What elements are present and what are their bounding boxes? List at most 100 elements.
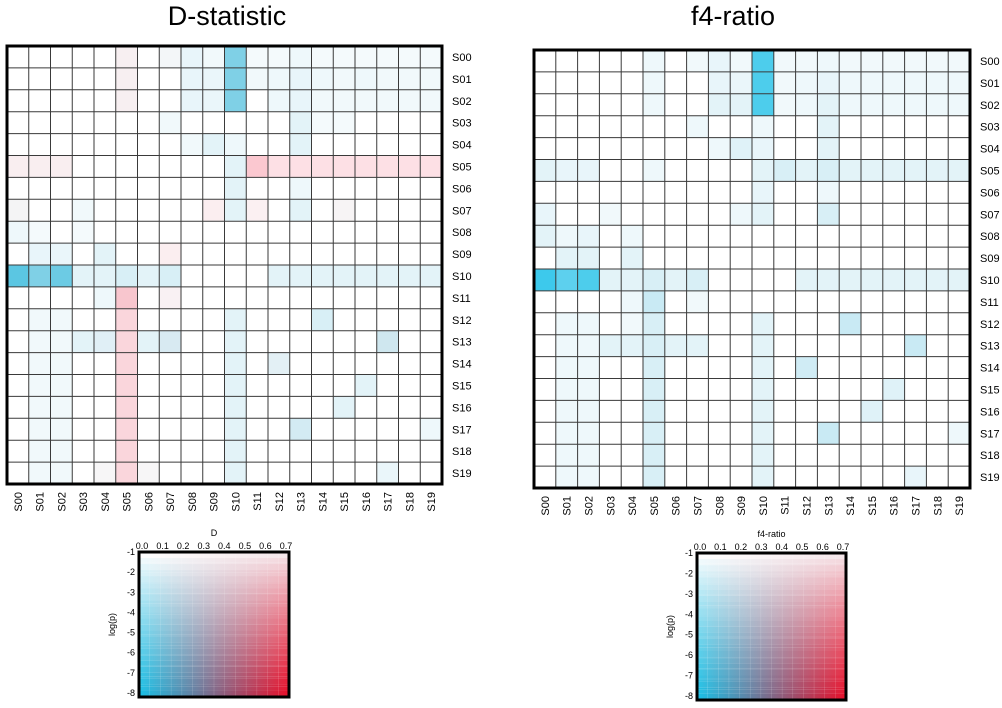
heatmap-cell-S02-S17: [376, 89, 399, 112]
heatmap-cell-S19-S10: [752, 466, 774, 488]
legend-gradient-bottom-strip: [697, 638, 846, 646]
heatmap-cell-S07-S09: [730, 203, 752, 226]
heatmap-cell-S01-S10: [224, 67, 247, 90]
column-label-S02: S02: [584, 496, 596, 516]
column-label-S06: S06: [671, 496, 683, 516]
legend-ytick: -3: [127, 587, 135, 597]
legend-gradient-bottom-strip: [139, 636, 289, 644]
heatmap-cell-S10-S04: [621, 269, 643, 291]
heatmap-cell-S15-S01: [555, 378, 578, 401]
heatmap-cell-S10-S03: [72, 265, 94, 287]
color-legend: D 0.0 0.1 0.2 0.3 0.4 0.5 0.6 0.7 -1 -2 -3 -4 -5 -6 -7 -…: [107, 528, 292, 699]
heatmap-cell-S15-S05: [643, 378, 665, 401]
heatmap-cell-S19-S04: [94, 462, 116, 484]
column-label-S08: S08: [187, 492, 199, 512]
column-label-S16: S16: [361, 492, 373, 512]
heatmap-cell-S02-S09: [202, 89, 225, 112]
column-label-S01: S01: [562, 496, 574, 516]
heatmap-cell-S12-S02: [50, 308, 73, 331]
heatmap-cell-S02-S19: [420, 89, 442, 112]
heatmap-cell-S14-S02: [50, 352, 73, 375]
heatmap-cell-S00-S15: [861, 50, 883, 72]
heatmap-cell-S16-S15: [333, 396, 355, 419]
legend-ytick: -1: [685, 548, 693, 558]
legend-xtick: 0.1: [156, 541, 169, 551]
heatmap-cell-S19-S10: [224, 462, 247, 484]
heatmap-cell-S13-S17: [904, 334, 927, 357]
heatmap-cell-S14-S01: [28, 352, 51, 375]
heatmap-cell-S10-S14: [839, 269, 861, 291]
heatmap-cell-S17-S13: [289, 418, 312, 441]
heatmap-cell-S10-S14: [311, 265, 334, 287]
heatmap-cell-S19-S01: [28, 462, 51, 484]
heatmap-cell-S13-S03: [72, 330, 94, 353]
legend-ytick: -7: [127, 668, 135, 678]
column-label-S07: S07: [693, 496, 705, 516]
heatmap-cell-S02-S05: [643, 93, 665, 116]
heatmap-cell-S07-S15: [333, 199, 355, 222]
heatmap-cell-S15-S02: [577, 378, 600, 401]
heatmap-frame: [5, 44, 444, 486]
heatmap-cell-S10-S15: [333, 265, 355, 287]
heatmap-cell-S02-S08: [181, 89, 203, 112]
heatmap-frame: [532, 48, 972, 490]
heatmap-cell-S02-S18: [398, 89, 421, 112]
legend-gradient-bottom-strip: [139, 606, 289, 614]
heatmap-cell-S07-S10: [224, 199, 247, 222]
legend-gradient-bottom-strip: [139, 648, 289, 656]
heatmap-cell-S09-S01: [28, 243, 51, 265]
heatmap-cell-S05-S00: [534, 159, 556, 182]
heatmap-cell-S13-S10: [752, 334, 774, 357]
heatmap-cell-S02-S10: [224, 89, 247, 112]
legend-gradient-bottom-strip: [697, 583, 846, 591]
heatmap-cell-S01-S19: [420, 67, 442, 90]
heatmap-cell-S01-S14: [311, 67, 334, 90]
heatmap-cell-S01-S08: [708, 71, 731, 94]
column-label-S13: S13: [823, 496, 835, 516]
heatmap-cell-S01-S13: [817, 71, 840, 94]
heatmap-cell-S13-S01: [555, 334, 578, 357]
legend-gradient-bottom-strip: [139, 588, 289, 595]
heatmap-cell-S00-S16: [882, 50, 905, 72]
row-label-S09: S09: [980, 253, 1000, 265]
heatmap-cell-S12-S14: [839, 312, 861, 335]
legend-ytick: -3: [685, 589, 693, 599]
column-label-S16: S16: [889, 496, 901, 516]
heatmap-cell-S00-S08: [708, 50, 731, 72]
legend-xtick: 0.4: [218, 541, 231, 551]
heatmap-cell-S16-S10: [752, 400, 774, 423]
column-label-S15: S15: [339, 492, 351, 512]
heatmap-cell-S13-S06: [664, 334, 687, 357]
heatmap-cell-S02-S08: [708, 93, 731, 116]
legend-gradient-bottom-strip: [139, 666, 289, 674]
heatmap-cell-S00-S13: [817, 50, 840, 72]
heatmap-cell-S14-S12: [795, 356, 818, 379]
heatmap-cell-S17-S10: [752, 422, 774, 445]
row-label-S02: S02: [980, 100, 1000, 112]
heatmap-cell-S08-S04: [621, 225, 643, 248]
row-label-S07: S07: [980, 209, 1000, 221]
heatmap-cell-S04-S10: [752, 137, 774, 160]
heatmap-cell-S17-S02: [577, 422, 600, 445]
column-label-S14: S14: [845, 496, 857, 516]
heatmap-cell-S12-S10: [752, 312, 774, 335]
heatmap-cell-S10-S17: [376, 265, 399, 287]
heatmap-cell-S12-S04: [621, 312, 643, 335]
heatmap-cell-S10-S17: [904, 269, 927, 291]
legend-gradient-bottom-strip: [697, 595, 846, 603]
row-label-S12: S12: [452, 315, 472, 327]
heatmap-cell-S04-S10: [224, 133, 247, 156]
heatmap-cell-S13-S04: [621, 334, 643, 357]
heatmap-cell-S00-S17: [904, 50, 927, 72]
column-label-S10: S10: [230, 492, 242, 512]
heatmap-cell-S05-S10: [752, 159, 774, 182]
heatmap-cell-S04-S09: [730, 137, 752, 160]
heatmap-cell-S16-S01: [28, 396, 51, 419]
heatmap-cell-S18-S01: [555, 444, 578, 467]
heatmap-cell-S02-S15: [861, 93, 883, 116]
heatmap-cell-S16-S15: [861, 400, 883, 423]
heatmap-cell-S00-S10: [224, 46, 247, 68]
column-label-S05: S05: [122, 492, 134, 512]
heatmap-cell-S05-S17: [904, 159, 927, 182]
heatmap-cell-S13-S03: [599, 334, 622, 357]
